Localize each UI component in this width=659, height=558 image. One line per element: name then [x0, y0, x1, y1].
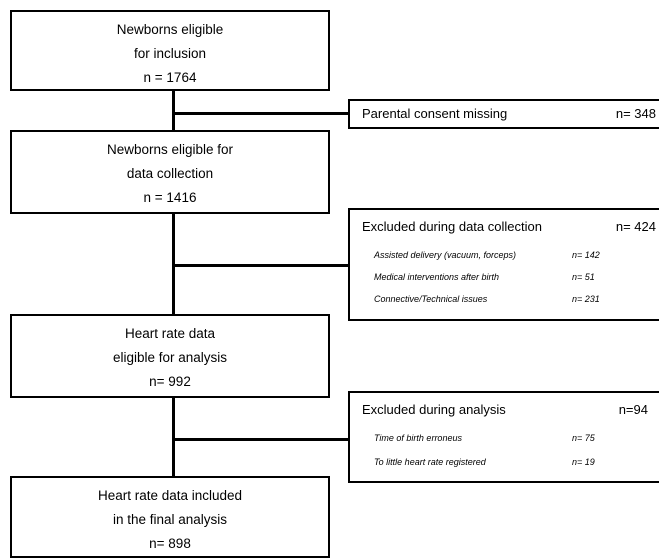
- branch-consent: [172, 112, 350, 115]
- box-line1: Newborns eligible for: [106, 142, 234, 157]
- side-title: Parental consent missing: [362, 106, 508, 121]
- connector-1-2: [172, 89, 175, 130]
- box-final-analysis: Heart rate data included in the final an…: [10, 476, 330, 558]
- connector-3-4: [172, 396, 175, 476]
- exclusion-count: n= 51: [572, 272, 595, 282]
- exclusion-count: n= 19: [572, 457, 595, 467]
- box-line2: eligible for analysis: [112, 350, 228, 365]
- side-count: n= 348: [615, 106, 656, 121]
- exclusion-reason: To little heart rate registered: [374, 457, 486, 467]
- exclusion-count: n= 142: [572, 250, 600, 260]
- exclusion-reason: Assisted delivery (vacuum, forceps): [374, 250, 517, 260]
- box-count: n= 992: [149, 374, 191, 389]
- exclusion-count: n= 231: [572, 294, 600, 304]
- exclusion-reason: Time of birth erroneus: [374, 433, 462, 443]
- box-count: n = 1764: [143, 70, 197, 85]
- side-count: n=94: [618, 402, 648, 417]
- box-excluded-analysis: Excluded during analysis n=94 Time of bi…: [348, 391, 659, 483]
- box-line1: Newborns eligible: [116, 22, 224, 37]
- branch-analysis: [172, 438, 350, 441]
- box-excluded-collection: Excluded during data collection n= 424 A…: [348, 208, 659, 321]
- box-eligible-data-collection: Newborns eligible for data collection n …: [10, 130, 330, 214]
- side-title: Excluded during data collection: [362, 219, 542, 234]
- box-eligible-analysis: Heart rate data eligible for analysis n=…: [10, 314, 330, 398]
- box-line1: Heart rate data: [124, 326, 216, 341]
- side-title: Excluded during analysis: [362, 402, 506, 417]
- box-count: n = 1416: [143, 190, 197, 205]
- box-line2: for inclusion: [133, 46, 207, 61]
- side-count: n= 424: [615, 219, 656, 234]
- box-count: n= 898: [149, 536, 191, 551]
- box-line1: Heart rate data included: [97, 488, 243, 503]
- exclusion-reason: Connective/Technical issues: [374, 294, 488, 304]
- exclusion-count: n= 75: [572, 433, 595, 443]
- box-line2: in the final analysis: [112, 512, 228, 527]
- box-line2: data collection: [126, 166, 214, 181]
- exclusion-reason: Medical interventions after birth: [374, 272, 500, 282]
- box-eligible-inclusion: Newborns eligible for inclusion n = 1764: [10, 10, 330, 91]
- box-consent-missing: Parental consent missing n= 348: [348, 99, 659, 129]
- connector-2-3: [172, 212, 175, 315]
- branch-collection: [172, 264, 350, 267]
